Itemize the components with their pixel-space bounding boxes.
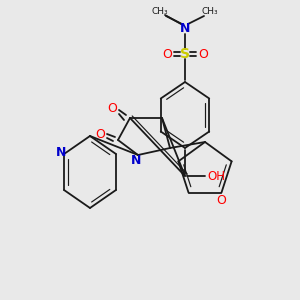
Text: CH₃: CH₃ — [202, 7, 218, 16]
Text: O: O — [217, 194, 226, 207]
Text: N: N — [131, 154, 141, 166]
Text: CH₃: CH₃ — [152, 7, 168, 16]
Text: N: N — [56, 146, 66, 160]
Text: O: O — [198, 47, 208, 61]
Text: O: O — [107, 101, 117, 115]
Text: N: N — [180, 22, 190, 35]
Text: S: S — [180, 47, 190, 61]
Text: O: O — [162, 47, 172, 61]
Text: O: O — [95, 128, 105, 142]
Text: OH: OH — [207, 169, 225, 182]
